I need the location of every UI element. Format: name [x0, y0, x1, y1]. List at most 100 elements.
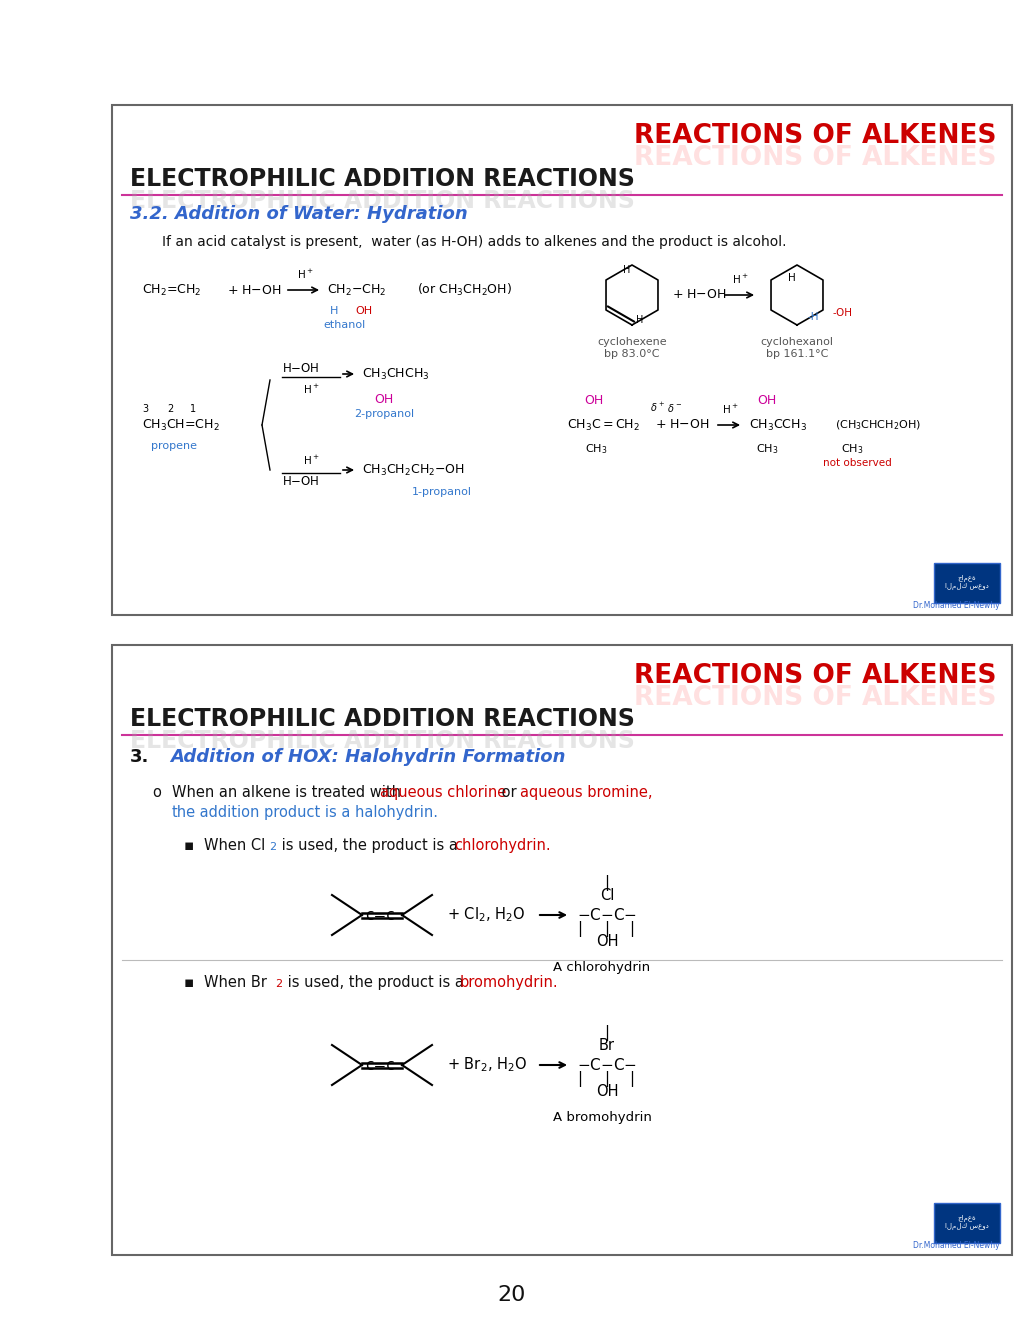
Text: If an acid catalyst is present,  water (as H-OH) adds to alkenes and the product: If an acid catalyst is present, water (a… [162, 235, 786, 249]
Text: |: | [604, 874, 609, 890]
Text: OH: OH [585, 394, 603, 407]
Text: H: H [624, 265, 631, 276]
Text: CH$_2$$-$CH$_2$: CH$_2$$-$CH$_2$ [327, 282, 386, 298]
Text: A chlorohydrin: A chlorohydrin [553, 961, 650, 974]
Text: 3.: 3. [130, 749, 150, 766]
Text: H$^+$: H$^+$ [303, 454, 319, 466]
Text: CH$_3$C$=$CH$_2$: CH$_3$C$=$CH$_2$ [567, 417, 640, 432]
Text: ELECTROPHILIC ADDITION REACTIONS: ELECTROPHILIC ADDITION REACTIONS [130, 708, 635, 731]
Text: OH: OH [596, 934, 618, 949]
FancyBboxPatch shape [934, 563, 1000, 603]
Text: $\delta^+$: $\delta^+$ [649, 401, 665, 413]
Text: bp 161.1°C: bp 161.1°C [766, 348, 828, 359]
Text: H$^+$: H$^+$ [722, 403, 738, 416]
Text: OH: OH [596, 1084, 618, 1098]
Text: not observed: not observed [822, 458, 891, 468]
Text: When Br: When Br [204, 975, 267, 990]
Text: -OH: -OH [833, 307, 853, 318]
Text: 3.2. Addition of Water: Hydration: 3.2. Addition of Water: Hydration [130, 205, 468, 223]
Text: Cl: Cl [600, 888, 614, 902]
Text: ▪: ▪ [184, 975, 195, 990]
Text: When an alkene is treated with: When an alkene is treated with [172, 784, 406, 800]
Text: bromohydrin.: bromohydrin. [460, 975, 559, 990]
Text: CH$_3$: CH$_3$ [756, 443, 778, 456]
Text: |: | [630, 1071, 635, 1086]
Text: H: H [636, 315, 644, 325]
Text: Br: Br [599, 1037, 615, 1052]
Text: $-$C$-$C$-$: $-$C$-$C$-$ [577, 1057, 637, 1073]
Text: H$^+$: H$^+$ [732, 273, 749, 286]
Text: |: | [604, 921, 609, 937]
FancyBboxPatch shape [112, 105, 1012, 615]
Text: + H$-$OH: + H$-$OH [655, 419, 710, 432]
Text: 1: 1 [190, 404, 197, 413]
Text: bp 83.0°C: bp 83.0°C [604, 348, 659, 359]
Text: ELECTROPHILIC ADDITION REACTIONS: ELECTROPHILIC ADDITION REACTIONS [130, 189, 635, 213]
Text: + H$-$OH: + H$-$OH [672, 289, 726, 302]
Text: CH$_3$CH$_2$CH$_2$$-$OH: CH$_3$CH$_2$CH$_2$$-$OH [362, 462, 465, 477]
Text: ▪: ▪ [184, 837, 195, 853]
Text: + Br$_2$, H$_2$O: + Br$_2$, H$_2$O [447, 1056, 527, 1075]
Text: 1-propanol: 1-propanol [412, 488, 472, 497]
Text: REACTIONS OF ALKENES: REACTIONS OF ALKENES [635, 144, 997, 171]
Text: REACTIONS OF ALKENES: REACTIONS OF ALKENES [635, 662, 997, 689]
Text: H: H [788, 273, 796, 284]
Text: 2-propanol: 2-propanol [354, 409, 414, 419]
Text: ELECTROPHILIC ADDITION REACTIONS: ELECTROPHILIC ADDITION REACTIONS [130, 167, 635, 191]
Text: $\delta^-$: $\delta^-$ [668, 401, 683, 413]
Text: |: | [577, 1071, 582, 1086]
FancyBboxPatch shape [112, 645, 1012, 1255]
Text: REACTIONS OF ALKENES: REACTIONS OF ALKENES [635, 123, 997, 148]
Text: |: | [604, 1026, 609, 1041]
Text: $-$C$-$C$-$: $-$C$-$C$-$ [577, 908, 637, 924]
Text: OH: OH [355, 306, 372, 315]
Text: the: the [172, 806, 197, 820]
Text: H$-$OH: H$-$OH [282, 362, 319, 375]
Text: H$-$OH: H$-$OH [282, 474, 319, 488]
Text: |: | [577, 921, 582, 937]
Text: H: H [330, 306, 338, 315]
Text: or: or [497, 784, 521, 800]
Text: H$^+$: H$^+$ [303, 383, 319, 396]
Text: propene: propene [151, 441, 197, 451]
Text: cyclohexanol: cyclohexanol [761, 337, 834, 347]
Text: is used, the product is a: is used, the product is a [283, 975, 469, 990]
Text: Dr.Mohamed El-Newhy: Dr.Mohamed El-Newhy [913, 1242, 1000, 1249]
Text: ELECTROPHILIC ADDITION REACTIONS: ELECTROPHILIC ADDITION REACTIONS [130, 729, 635, 753]
Text: aqueous chlorine: aqueous chlorine [380, 784, 506, 800]
Text: CH$_3$CCH$_3$: CH$_3$CCH$_3$ [749, 417, 807, 432]
Text: When Cl: When Cl [204, 837, 265, 853]
Text: CH$_3$: CH$_3$ [585, 443, 607, 456]
Text: + Cl$_2$, H$_2$O: + Cl$_2$, H$_2$O [447, 906, 525, 925]
Text: جامعة
الملك سعود: جامعة الملك سعود [945, 1215, 989, 1231]
Text: CH$_3$CH=CH$_2$: CH$_3$CH=CH$_2$ [142, 417, 219, 432]
Text: جامعة
الملك سعود: جامعة الملك سعود [945, 575, 989, 591]
Text: ethanol: ethanol [323, 321, 366, 330]
Text: -H: -H [807, 311, 818, 322]
Text: CH$_2$=CH$_2$: CH$_2$=CH$_2$ [142, 282, 202, 298]
Text: 3: 3 [142, 404, 148, 413]
Text: + H$-$OH: + H$-$OH [227, 284, 282, 297]
Text: Dr.Mohamed El-Newhy: Dr.Mohamed El-Newhy [913, 602, 1000, 610]
Text: A bromohydrin: A bromohydrin [553, 1110, 651, 1124]
Text: REACTIONS OF ALKENES: REACTIONS OF ALKENES [635, 685, 997, 712]
Text: c=c: c=c [366, 1057, 395, 1072]
Text: |: | [604, 1071, 609, 1086]
Text: Addition of HOX: Halohydrin Formation: Addition of HOX: Halohydrin Formation [170, 749, 565, 766]
Text: 2: 2 [167, 404, 173, 413]
Text: OH: OH [375, 394, 393, 405]
Text: H$^+$: H$^+$ [297, 268, 313, 281]
Text: OH: OH [758, 394, 776, 407]
Text: aqueous bromine,: aqueous bromine, [520, 784, 652, 800]
Text: 2: 2 [269, 841, 276, 852]
Text: CH$_3$CHCH$_3$: CH$_3$CHCH$_3$ [362, 367, 429, 382]
Text: o: o [152, 784, 161, 800]
Text: (or CH$_3$CH$_2$OH): (or CH$_3$CH$_2$OH) [417, 282, 512, 298]
Text: CH$_3$: CH$_3$ [841, 443, 863, 456]
Text: cyclohexene: cyclohexene [597, 337, 667, 347]
Text: |: | [630, 921, 635, 937]
Text: c=c: c=c [366, 908, 395, 922]
Text: addition product is a halohydrin.: addition product is a halohydrin. [195, 806, 438, 820]
Text: 2: 2 [275, 979, 283, 988]
Text: (CH$_3$CHCH$_2$OH): (CH$_3$CHCH$_2$OH) [835, 419, 921, 432]
